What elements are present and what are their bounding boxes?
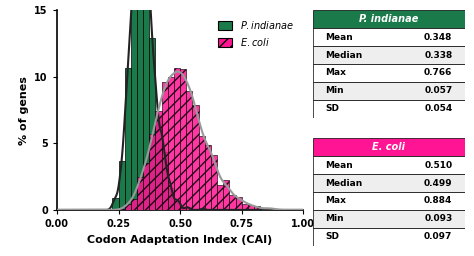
Bar <box>186 208 192 210</box>
Bar <box>180 208 186 210</box>
Bar <box>137 0 143 210</box>
Bar <box>168 188 174 210</box>
Text: 0.348: 0.348 <box>424 33 452 42</box>
Bar <box>118 209 125 210</box>
Text: Mean: Mean <box>325 161 353 170</box>
Bar <box>217 186 223 210</box>
Bar <box>174 200 180 210</box>
FancyBboxPatch shape <box>313 192 465 210</box>
Legend: $P. indianae$, $E. coli$: $P. indianae$, $E. coli$ <box>214 15 299 52</box>
Bar <box>125 68 131 210</box>
Y-axis label: % of genes: % of genes <box>19 76 29 145</box>
Bar <box>137 177 143 210</box>
Bar <box>106 209 112 210</box>
Bar <box>199 136 205 210</box>
Bar <box>223 180 229 210</box>
Bar <box>199 209 205 210</box>
Bar <box>211 155 217 210</box>
Text: Min: Min <box>325 214 344 223</box>
Bar <box>131 199 137 210</box>
Text: 0.097: 0.097 <box>424 232 452 241</box>
Bar <box>125 204 131 210</box>
FancyBboxPatch shape <box>313 174 465 192</box>
Text: Median: Median <box>325 50 362 60</box>
Bar <box>168 77 174 210</box>
Text: 0.093: 0.093 <box>424 214 452 223</box>
Bar <box>155 117 162 210</box>
Bar <box>205 145 211 210</box>
Text: Max: Max <box>325 196 346 206</box>
Text: Mean: Mean <box>325 33 353 42</box>
Bar <box>112 198 118 210</box>
FancyBboxPatch shape <box>313 156 465 174</box>
Bar <box>260 209 266 210</box>
Text: 0.510: 0.510 <box>424 161 452 170</box>
Bar <box>180 69 186 210</box>
Bar <box>186 91 192 210</box>
Bar <box>248 206 254 210</box>
FancyBboxPatch shape <box>313 210 465 228</box>
FancyBboxPatch shape <box>313 138 465 156</box>
Text: 0.884: 0.884 <box>424 196 452 206</box>
Bar <box>174 68 180 210</box>
FancyBboxPatch shape <box>313 46 465 64</box>
Bar <box>155 111 162 210</box>
X-axis label: Codon Adaptation Index (CAI): Codon Adaptation Index (CAI) <box>88 234 273 244</box>
Text: Min: Min <box>325 86 344 95</box>
Bar <box>273 209 279 210</box>
FancyBboxPatch shape <box>313 64 465 82</box>
Bar <box>149 134 155 210</box>
Bar <box>192 105 199 210</box>
Bar <box>118 161 125 210</box>
Text: 0.338: 0.338 <box>424 50 452 60</box>
Text: SD: SD <box>325 104 339 113</box>
Bar <box>162 152 168 210</box>
Bar <box>143 0 149 210</box>
Bar <box>131 0 137 210</box>
Text: P. indianae: P. indianae <box>359 14 419 24</box>
Bar <box>242 204 248 210</box>
FancyBboxPatch shape <box>313 100 465 118</box>
Bar <box>266 208 273 210</box>
Bar <box>254 206 260 210</box>
Bar <box>162 82 168 210</box>
FancyBboxPatch shape <box>313 28 465 46</box>
Bar <box>149 38 155 210</box>
Bar <box>143 163 149 210</box>
Bar <box>229 195 236 210</box>
Text: 0.766: 0.766 <box>424 68 452 78</box>
FancyBboxPatch shape <box>313 82 465 100</box>
Text: E. coli: E. coli <box>372 142 405 152</box>
Text: 0.054: 0.054 <box>424 104 452 113</box>
FancyBboxPatch shape <box>313 10 465 28</box>
Text: 0.057: 0.057 <box>424 86 452 95</box>
Text: Max: Max <box>325 68 346 78</box>
Text: 0.499: 0.499 <box>424 178 452 188</box>
Text: Median: Median <box>325 178 362 188</box>
Text: SD: SD <box>325 232 339 241</box>
Bar <box>236 197 242 210</box>
FancyBboxPatch shape <box>313 228 465 246</box>
